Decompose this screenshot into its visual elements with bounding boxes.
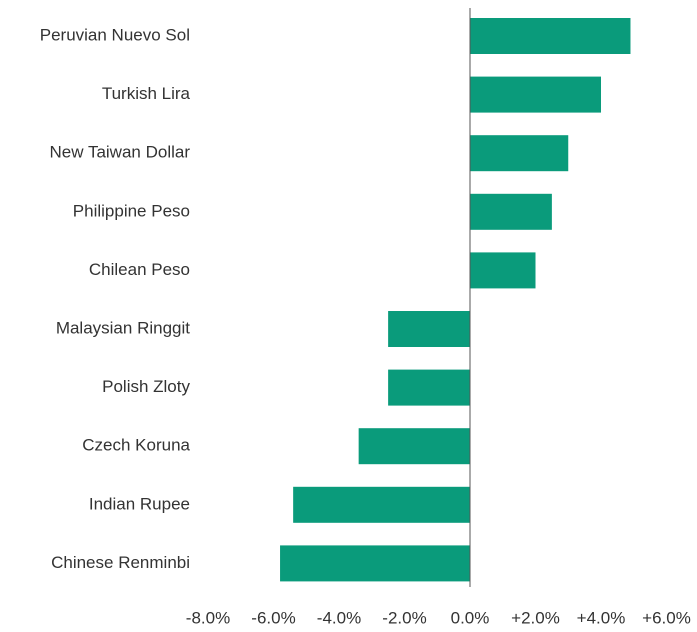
x-tick-label: -2.0% [382,608,426,627]
y-tick-label: Polish Zloty [102,377,190,396]
y-tick-label: Czech Koruna [82,436,190,455]
bar [280,545,470,582]
x-tick-label: +6.0% [642,608,691,627]
bar [470,252,536,289]
x-tick-label: +4.0% [577,608,626,627]
bar [293,486,470,523]
y-tick-label: Chilean Peso [89,260,190,279]
x-tick-label: -4.0% [317,608,361,627]
x-tick-label: +2.0% [511,608,560,627]
y-tick-label: Peruvian Nuevo Sol [40,25,190,44]
bar [470,135,569,172]
bar [358,428,470,465]
x-tick-label: 0.0% [451,608,490,627]
bar [470,76,601,113]
y-tick-label: Malaysian Ringgit [56,318,190,337]
y-tick-label: Chinese Renminbi [51,553,190,572]
bar [388,311,470,347]
y-tick-label: Philippine Peso [73,201,190,220]
y-tick-label: Indian Rupee [89,494,190,513]
bar [470,193,552,230]
y-tick-label: New Taiwan Dollar [50,143,191,162]
bar [470,18,631,54]
x-tick-label: -6.0% [251,608,295,627]
y-tick-label: Turkish Lira [102,84,191,103]
bar [388,369,470,406]
x-tick-label: -8.0% [186,608,230,627]
